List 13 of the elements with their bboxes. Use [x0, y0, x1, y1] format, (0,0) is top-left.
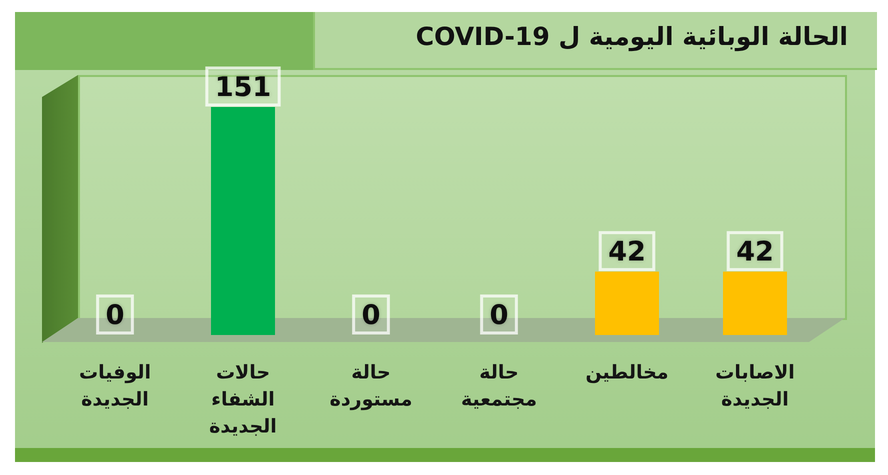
x-tick-label: الوفيات الجديدة [79, 362, 151, 410]
x-tick-label: الاصابات الجديدة [715, 362, 795, 410]
x-tick-label: مخالطين [585, 362, 669, 384]
data-label: 42 [608, 236, 646, 268]
data-label: 42 [736, 236, 774, 268]
data-label: 0 [362, 300, 380, 331]
data-label: 0 [106, 300, 124, 331]
x-tick-label: حالة مستوردة [330, 362, 412, 410]
data-label: 151 [214, 72, 272, 103]
data-label: 0 [490, 300, 508, 331]
x-tick-label: حالة مجتمعية [461, 362, 537, 410]
chart-title: الحالة الوبائية اليومية ل COVID-19 [414, 22, 848, 51]
x-tick-label: حالات الشفاء الجديدة [209, 362, 277, 438]
